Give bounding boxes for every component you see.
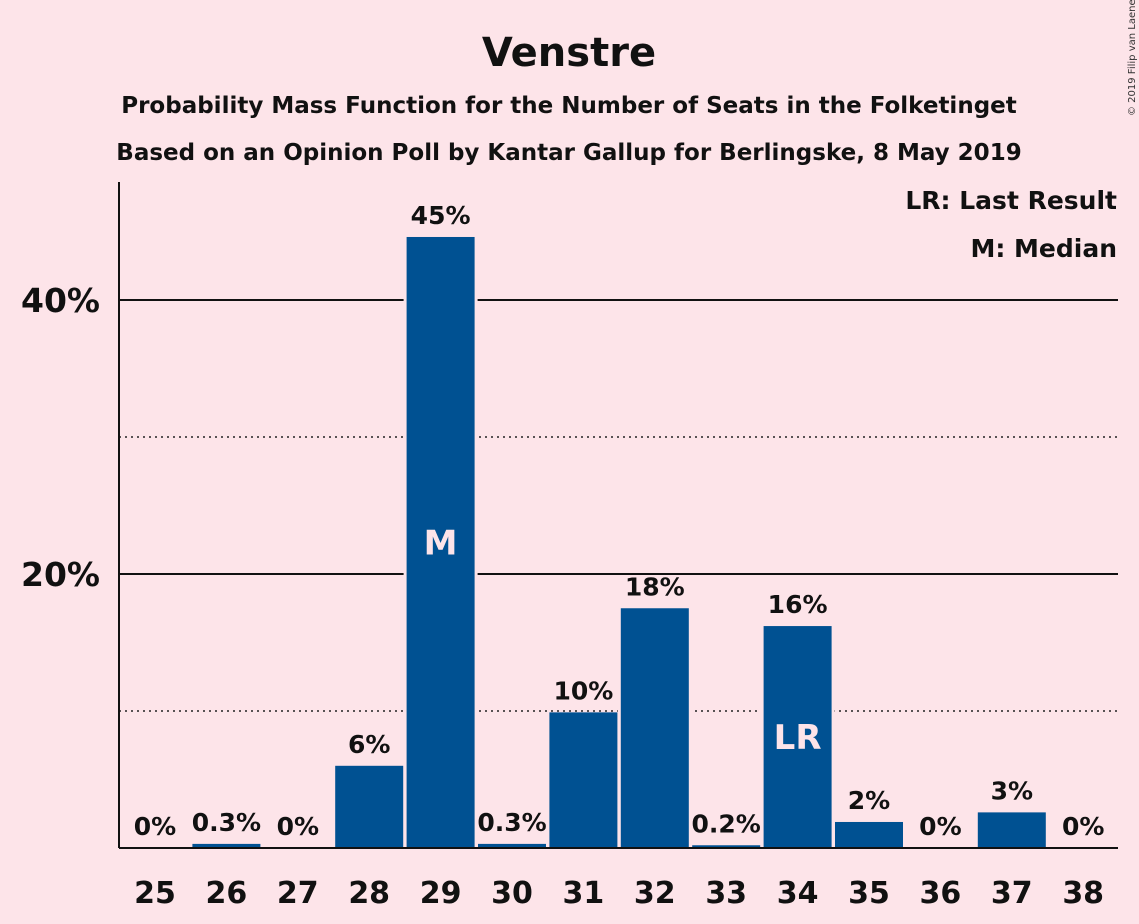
bar-seat-26: [192, 843, 261, 848]
data-label-seat-36: 0%: [919, 812, 961, 841]
chart-title: Venstre: [482, 30, 656, 76]
data-label-seat-35: 2%: [848, 786, 890, 815]
y-tick-label: 40%: [21, 281, 100, 320]
bar-seat-29: [406, 236, 475, 849]
data-label-seat-29: 45%: [411, 201, 471, 230]
x-tick-label-25: 25: [134, 876, 176, 911]
x-tick-label-29: 29: [420, 876, 462, 911]
x-tick-label-31: 31: [563, 876, 605, 911]
bar-seat-37: [977, 812, 1046, 848]
bar-seat-31: [549, 712, 618, 848]
data-label-seat-38: 0%: [1062, 812, 1104, 841]
bar-seat-34: [763, 626, 832, 848]
data-label-seat-28: 6%: [348, 730, 390, 759]
y-tick-label: 20%: [21, 555, 100, 594]
copyright-notice: © 2019 Filip van Laenen: [1127, 0, 1138, 116]
data-label-seat-33: 0.2%: [692, 809, 761, 838]
x-tick-label-33: 33: [705, 876, 747, 911]
x-tick-label-37: 37: [991, 876, 1033, 911]
bar-seat-28: [335, 765, 404, 848]
data-label-seat-34: 16%: [768, 590, 828, 619]
x-tick-label-35: 35: [848, 876, 890, 911]
in-bar-label-m: M: [424, 523, 458, 563]
labels: 20% 40% 0% 25 0.3% 26 0% 27 6% 28 45% 29 M 0.3% 30 10% 3…: [21, 201, 1104, 911]
data-label-seat-31: 10%: [553, 676, 613, 705]
x-tick-label-32: 32: [634, 876, 676, 911]
x-tick-label-28: 28: [348, 876, 390, 911]
x-tick-label-27: 27: [277, 876, 319, 911]
bar-seat-35: [835, 821, 903, 848]
chart-subtitle-2: Based on an Opinion Poll by Kantar Gallu…: [116, 140, 1021, 166]
legend-median: M: Median: [970, 234, 1117, 263]
data-label-seat-30: 0.3%: [477, 808, 546, 837]
in-bar-label-lr: LR: [774, 718, 822, 758]
data-label-seat-37: 3%: [991, 776, 1033, 805]
x-tick-label-34: 34: [777, 876, 819, 911]
bar-seat-33: [692, 845, 761, 848]
bar-seat-32: [620, 608, 689, 848]
axes: [118, 182, 1118, 849]
data-label-seat-25: 0%: [134, 812, 176, 841]
chart-subtitle-1: Probability Mass Function for the Number…: [121, 93, 1017, 119]
x-tick-label-36: 36: [920, 876, 962, 911]
data-label-seat-27: 0%: [277, 812, 319, 841]
bar-seat-30: [478, 843, 546, 848]
x-tick-label-26: 26: [206, 876, 248, 911]
legend-last-result: LR: Last Result: [905, 186, 1117, 215]
x-tick-label-30: 30: [491, 876, 533, 911]
x-tick-label-38: 38: [1062, 876, 1104, 911]
data-label-seat-32: 18%: [625, 572, 685, 601]
bars: [189, 236, 1049, 849]
data-label-seat-26: 0.3%: [192, 808, 261, 837]
